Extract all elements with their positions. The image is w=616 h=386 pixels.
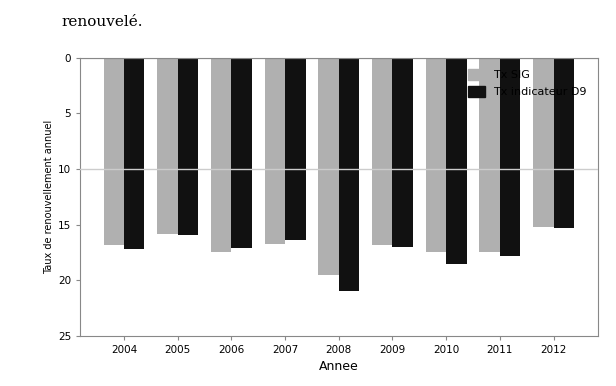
Bar (372, 58, 392, 245)
Legend: Tx SIG, Tx indicateur D9: Tx SIG, Tx indicateur D9 (463, 63, 592, 103)
Bar (392, 58, 413, 247)
Bar (157, 58, 177, 234)
X-axis label: Annee: Annee (319, 361, 359, 373)
Bar (211, 58, 232, 252)
Bar (533, 58, 554, 227)
Bar (446, 58, 466, 264)
Bar (479, 58, 500, 252)
Bar (124, 58, 144, 249)
Y-axis label: Taux de renouvellement annuel: Taux de renouvellement annuel (44, 120, 54, 274)
Text: renouvelé.: renouvelé. (62, 15, 143, 29)
Bar (554, 58, 574, 228)
Bar (232, 58, 252, 248)
Bar (318, 58, 339, 275)
Bar (500, 58, 521, 256)
Bar (426, 58, 446, 252)
Bar (339, 58, 359, 291)
Bar (285, 58, 306, 240)
Bar (265, 58, 285, 244)
Bar (103, 58, 124, 245)
Bar (177, 58, 198, 235)
